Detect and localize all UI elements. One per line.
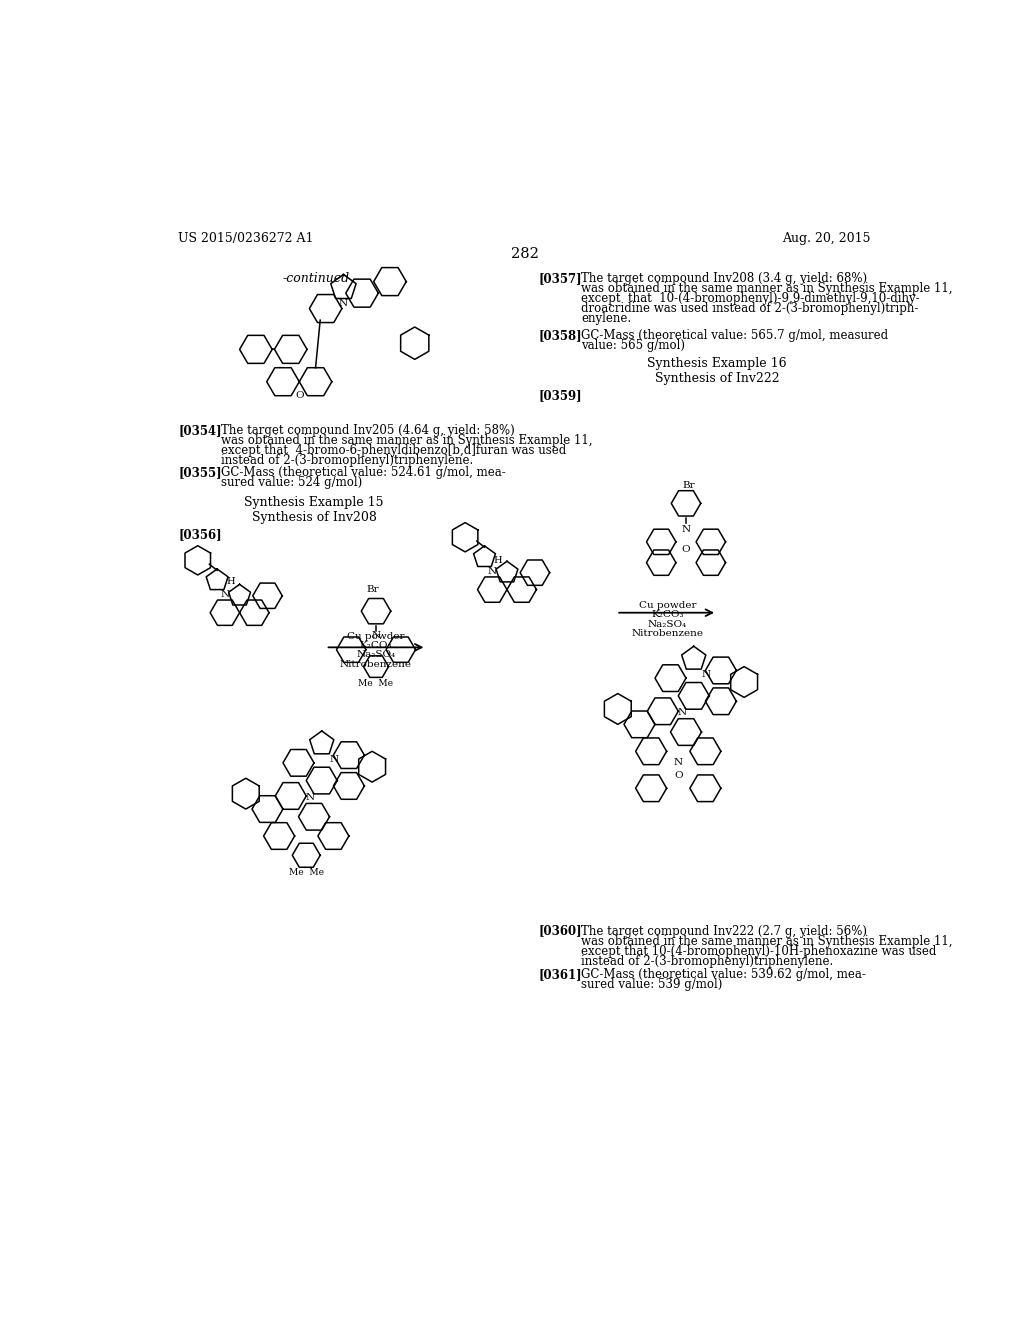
Text: O: O xyxy=(295,391,303,400)
Text: N: N xyxy=(305,793,314,803)
Text: [0359]: [0359] xyxy=(539,389,583,403)
Text: sured value: 524 g/mol): sured value: 524 g/mol) xyxy=(221,477,362,490)
Text: -continued: -continued xyxy=(283,272,350,285)
Text: The target compound Inv208 (3.4 g, yield: 68%): The target compound Inv208 (3.4 g, yield… xyxy=(582,272,867,285)
Text: Me  Me: Me Me xyxy=(358,678,393,688)
Text: sured value: 539 g/mol): sured value: 539 g/mol) xyxy=(582,978,723,991)
Text: Aug. 20, 2015: Aug. 20, 2015 xyxy=(782,231,870,244)
Text: N: N xyxy=(487,566,497,576)
Text: was obtained in the same manner as in Synthesis Example 11,: was obtained in the same manner as in Sy… xyxy=(582,935,953,948)
Text: [0360]: [0360] xyxy=(539,924,583,937)
Text: N: N xyxy=(339,298,348,308)
Text: Br: Br xyxy=(367,585,379,594)
Text: The target compound Inv205 (4.64 g, yield: 58%): The target compound Inv205 (4.64 g, yiel… xyxy=(221,424,515,437)
Text: Br: Br xyxy=(682,482,694,490)
Text: H: H xyxy=(494,556,502,565)
Text: Synthesis of Inv222: Synthesis of Inv222 xyxy=(654,372,779,385)
Text: except  that  10-(4-bromophenyl)-9,9-dimethyl-9,10-dihy-: except that 10-(4-bromophenyl)-9,9-dimet… xyxy=(582,293,920,305)
Text: N: N xyxy=(674,759,683,767)
Text: Nitrobenzene: Nitrobenzene xyxy=(632,628,703,638)
Text: N: N xyxy=(678,709,687,717)
Text: Me  Me: Me Me xyxy=(289,869,324,878)
Text: value: 565 g/mol): value: 565 g/mol) xyxy=(582,339,685,352)
Text: Cu powder: Cu powder xyxy=(347,632,404,642)
Text: instead of 2-(3-bromophenyl)triphenylene.: instead of 2-(3-bromophenyl)triphenylene… xyxy=(582,954,834,968)
Text: N: N xyxy=(681,525,690,535)
Text: [0355]: [0355] xyxy=(178,466,222,479)
Text: was obtained in the same manner as in Synthesis Example 11,: was obtained in the same manner as in Sy… xyxy=(582,282,953,296)
Text: Cu powder: Cu powder xyxy=(639,601,696,610)
Text: N: N xyxy=(330,755,339,763)
Text: GC-Mass (theoretical value: 539.62 g/mol, mea-: GC-Mass (theoretical value: 539.62 g/mol… xyxy=(582,969,866,982)
Text: The target compound Inv222 (2.7 g, yield: 56%): The target compound Inv222 (2.7 g, yield… xyxy=(582,924,867,937)
Text: O: O xyxy=(674,771,683,780)
Text: was obtained in the same manner as in Synthesis Example 11,: was obtained in the same manner as in Sy… xyxy=(221,434,593,447)
Text: [0357]: [0357] xyxy=(539,272,583,285)
Text: US 2015/0236272 A1: US 2015/0236272 A1 xyxy=(178,231,314,244)
Text: K₂CO₃: K₂CO₃ xyxy=(359,642,392,651)
Text: Synthesis Example 15: Synthesis Example 15 xyxy=(245,496,384,508)
Text: N: N xyxy=(701,669,711,678)
Text: Synthesis of Inv208: Synthesis of Inv208 xyxy=(252,511,377,524)
Text: N: N xyxy=(372,631,381,640)
Text: Synthesis Example 16: Synthesis Example 16 xyxy=(647,358,786,370)
Text: [0356]: [0356] xyxy=(178,528,222,541)
Text: instead of 2-(3-bromophenyl)triphenylene.: instead of 2-(3-bromophenyl)triphenylene… xyxy=(221,454,473,467)
Text: except that  4-bromo-6-phenyldibenzo[b,d]furan was used: except that 4-bromo-6-phenyldibenzo[b,d]… xyxy=(221,444,566,457)
Text: [0354]: [0354] xyxy=(178,424,222,437)
Text: N: N xyxy=(220,590,229,599)
Text: GC-Mass (theoretical value: 524.61 g/mol, mea-: GC-Mass (theoretical value: 524.61 g/mol… xyxy=(221,466,506,479)
Text: Na₂SO₄: Na₂SO₄ xyxy=(356,651,395,660)
Text: Nitrobenzene: Nitrobenzene xyxy=(340,660,412,669)
Text: enylene.: enylene. xyxy=(582,313,632,326)
Text: droacridine was used instead of 2-(3-bromophenyl)triph-: droacridine was used instead of 2-(3-bro… xyxy=(582,302,919,315)
Text: [0361]: [0361] xyxy=(539,969,583,982)
Text: GC-Mass (theoretical value: 565.7 g/mol, measured: GC-Mass (theoretical value: 565.7 g/mol,… xyxy=(582,330,889,342)
Text: 282: 282 xyxy=(511,247,539,261)
Text: H: H xyxy=(226,577,234,586)
Text: except that 10-(4-bromophenyl)-10H-phenoxazine was used: except that 10-(4-bromophenyl)-10H-pheno… xyxy=(582,945,937,957)
Text: O: O xyxy=(682,545,690,554)
Text: Na₂SO₄: Na₂SO₄ xyxy=(648,619,687,628)
Text: K₂CO₃: K₂CO₃ xyxy=(651,610,684,619)
Text: [0358]: [0358] xyxy=(539,330,583,342)
